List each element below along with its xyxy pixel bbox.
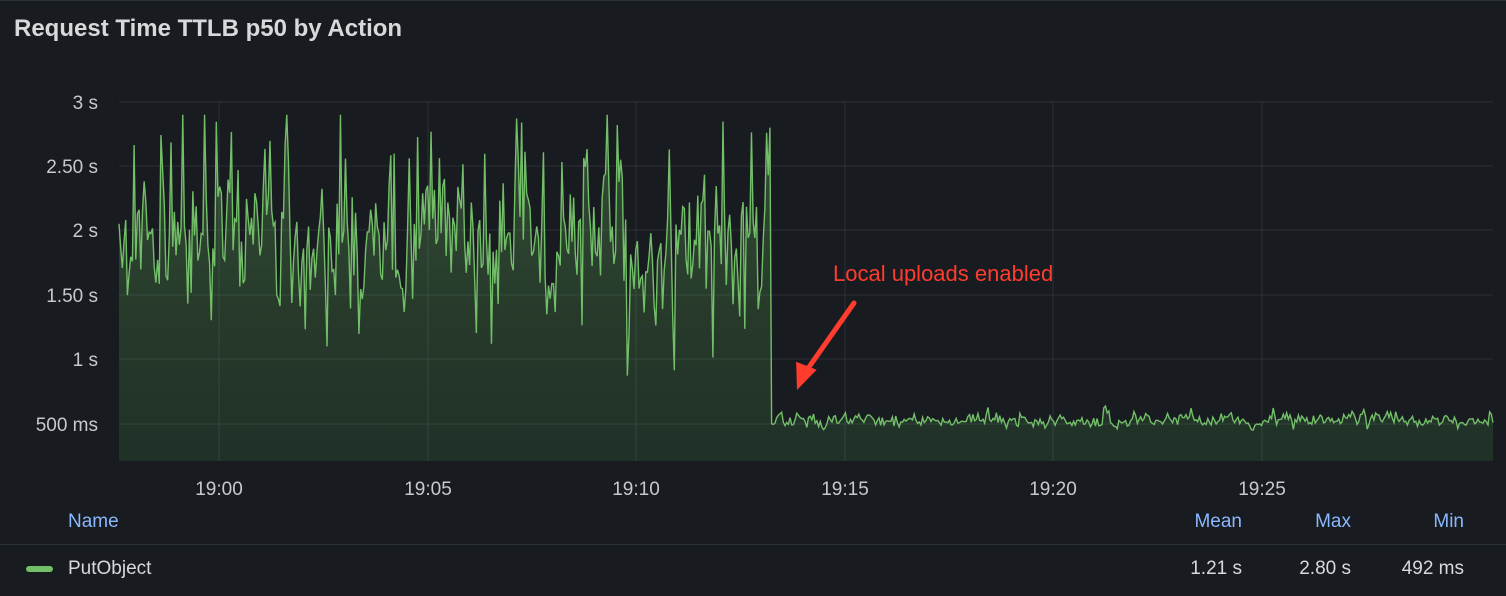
svg-text:Local uploads enabled: Local uploads enabled	[833, 261, 1053, 286]
